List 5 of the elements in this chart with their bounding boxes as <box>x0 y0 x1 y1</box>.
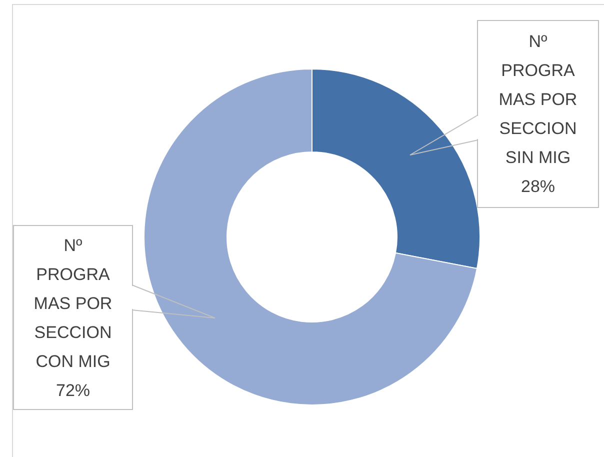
data-label: 28% <box>520 177 556 196</box>
donut-slice <box>144 68 478 406</box>
slice-label: Nº PROGRAMAS POR SECCION CON MIG <box>34 236 112 370</box>
data-label: 72% <box>56 380 90 400</box>
slice-label: Nº PROGRAMAS POR SECCION SIN MIG <box>498 32 578 167</box>
